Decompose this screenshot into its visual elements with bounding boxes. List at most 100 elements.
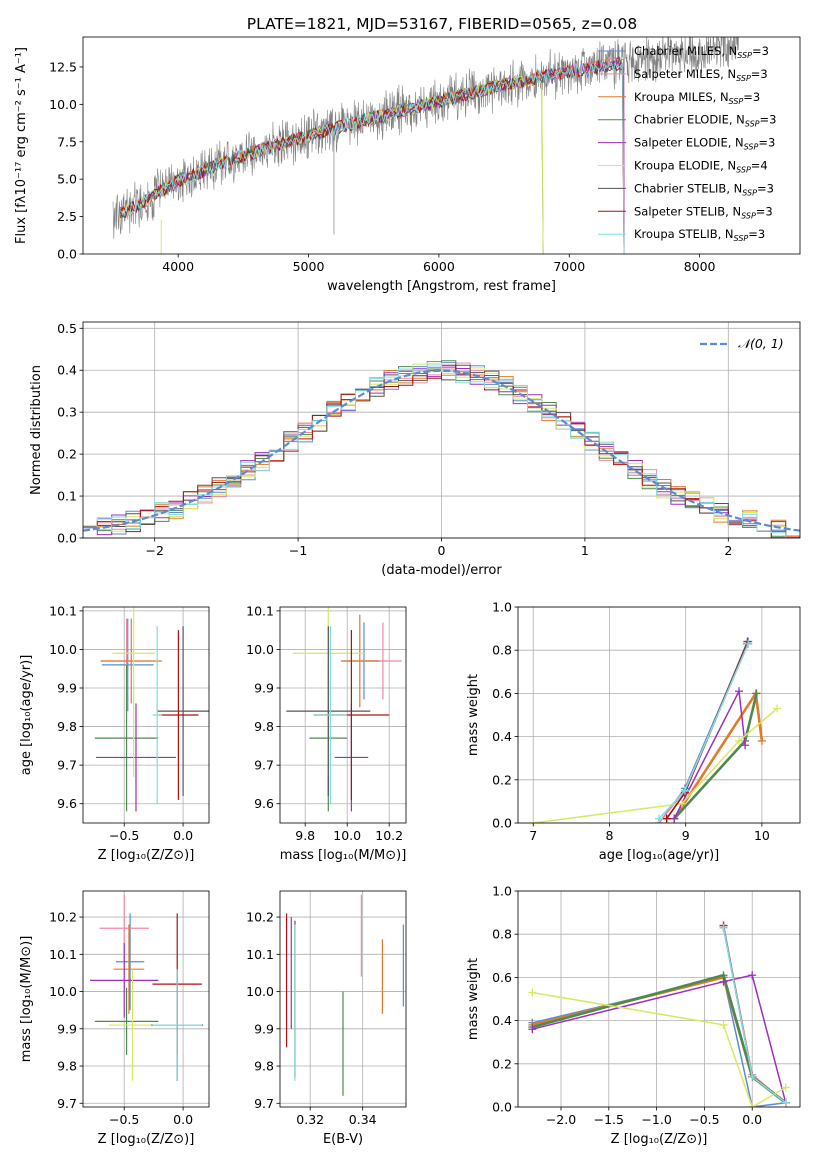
x-tick-label: 0.32: [296, 1112, 324, 1127]
axes-age_vs_Z: −0.5 0.0 9.6 9.7 9.8 9.9 10.0 10.1 Z [log₁₀(Z/Z⊙…: [19, 603, 210, 863]
legend-entry: 𝒩(0, 1): [738, 336, 784, 351]
mass-weight-marker: [752, 689, 761, 698]
y-axis-label: Normed distribution: [29, 365, 44, 495]
mass-weight-marker: [655, 814, 663, 823]
mass-weight-marker: [773, 704, 782, 713]
y-axis-label: Flux [fλ10⁻¹⁷ erg cm⁻² s⁻¹ A⁻¹]: [14, 47, 29, 244]
x-tick-label: 0: [438, 543, 446, 558]
axes-frame: [82, 890, 210, 1108]
y-tick-label: 9.8: [254, 1059, 274, 1074]
x-tick-label: 4000: [162, 259, 194, 274]
x-tick-label: 0.0: [742, 1112, 762, 1127]
axes-age_vs_mass: 9.8 10.0 10.2 9.6 9.7 9.8 9.9 10.0 10.1 mass [log…: [246, 603, 407, 863]
mass-weight-marker: [719, 977, 728, 986]
x-tick-label: 9: [682, 828, 690, 843]
x-tick-label: 0.0: [173, 828, 193, 843]
y-tick-label: 10.0: [49, 97, 77, 112]
legend-entry: Chabrier STELIB, NSSP=3: [634, 181, 774, 197]
histogram-step: [83, 364, 800, 538]
x-tick-label: 10: [754, 828, 770, 843]
y-tick-label: 10.0: [49, 984, 77, 999]
model-fit-line: [120, 59, 625, 254]
axes-mass_vs_ebv: 0.32 0.34 9.7 9.8 9.9 10.0 10.1 10.2 E(B-V): [246, 890, 407, 1147]
x-tick-label: 2: [724, 543, 732, 558]
y-tick-label: 9.8: [254, 719, 274, 734]
y-tick-label: 0.4: [492, 1013, 512, 1028]
y-tick-label: 0.2: [57, 447, 77, 462]
y-tick-label: 9.7: [254, 758, 274, 773]
y-tick-label: 9.6: [57, 796, 77, 811]
plot-area: [529, 637, 782, 823]
x-axis-label: Z [log₁₀(Z/Z⊙)]: [98, 1132, 195, 1147]
mass-weight-marker: [781, 1083, 790, 1092]
axes-mass_weight_vs_Z: −2.0 −1.5 −1.0 −0.5 0.0 0.0 0.2 0.4 0.6 0.8 1.0 Z […: [466, 884, 801, 1147]
y-tick-label: 10.2: [246, 910, 274, 925]
y-tick-label: 0.1: [57, 489, 77, 504]
x-tick-label: −1: [289, 543, 307, 558]
axes-frame: [279, 606, 407, 824]
mass-weight-marker: [744, 639, 753, 648]
y-axis-label: mass weight: [466, 674, 481, 756]
legend-entry: Salpeter MILES, NSSP=3: [634, 67, 768, 83]
x-tick-label: 7: [529, 828, 537, 843]
x-axis-label: E(B-V): [323, 1132, 363, 1147]
x-tick-label: 6000: [423, 259, 455, 274]
axes-frame: [82, 606, 210, 824]
x-tick-label: 10.2: [375, 828, 403, 843]
mass-weight-marker: [670, 814, 679, 823]
y-tick-label: 9.7: [57, 1096, 77, 1111]
y-tick-label: 0.2: [492, 772, 512, 787]
y-tick-label: 0.0: [492, 1100, 512, 1115]
y-tick-label: 10.1: [49, 947, 77, 962]
histogram-step: [83, 364, 800, 538]
x-tick-label: 0.34: [349, 1112, 377, 1127]
axes-frame: [279, 890, 407, 1108]
mass-weight-line: [533, 707, 778, 823]
y-tick-label: 0.2: [492, 1056, 512, 1071]
x-tick-label: −0.5: [689, 1112, 719, 1127]
x-tick-label: 7000: [553, 259, 585, 274]
mass-weight-marker: [677, 799, 686, 808]
plot-area: [285, 894, 404, 1096]
y-tick-label: 9.8: [57, 1059, 77, 1074]
y-tick-label: 0.0: [492, 816, 512, 831]
legend-entry: Chabrier MILES, NSSP=3: [634, 44, 769, 60]
model-fit-line: [120, 60, 625, 254]
mass-weight-marker: [748, 1072, 757, 1081]
y-tick-label: 12.5: [49, 59, 77, 74]
x-tick-label: 1: [581, 543, 589, 558]
normal-curve: [83, 369, 800, 532]
legend-entry: Salpeter STELIB, NSSP=3: [634, 204, 773, 220]
x-tick-label: −0.5: [109, 828, 139, 843]
y-tick-label: 0.4: [492, 729, 512, 744]
mass-weight-marker: [781, 1098, 790, 1107]
ticks: 9.8 10.0 10.2 9.6 9.7 9.8 9.9 10.0 10.1: [246, 603, 406, 843]
x-axis-label: mass [log₁₀(M/M⊙)]: [280, 848, 407, 863]
y-axis-label: mass weight: [466, 958, 481, 1040]
y-tick-label: 10.1: [246, 603, 274, 618]
y-tick-label: 9.9: [57, 681, 77, 696]
mass-weight-marker: [662, 814, 671, 823]
legend-entry: Kroupa STELIB, NSSP=3: [634, 227, 765, 243]
mass-weight-marker: [735, 687, 744, 696]
mass-weight-marker: [719, 923, 728, 932]
mass-weight-marker: [528, 1025, 537, 1034]
x-axis-label: Z [log₁₀(Z/Z⊙)]: [611, 1132, 708, 1147]
legend-entry: Chabrier ELODIE, NSSP=3: [634, 113, 776, 129]
axes-frame: [82, 36, 801, 255]
y-tick-label: 0.3: [57, 405, 77, 420]
mass-weight-line: [532, 974, 787, 1103]
legend-entry: Kroupa ELODIE, NSSP=4: [634, 159, 768, 175]
x-tick-label: −1.5: [594, 1112, 624, 1127]
x-axis-label: (data-model)/error: [381, 563, 502, 578]
legend-entry: Kroupa MILES, NSSP=3: [634, 90, 760, 106]
y-axis-label: mass [log₁₀(M/M⊙)]: [19, 936, 34, 1063]
y-tick-label: 5.0: [57, 172, 77, 187]
figure-title: PLATE=1821, MJD=53167, FIBERID=0565, z=0…: [247, 15, 637, 33]
y-tick-label: 0.6: [492, 686, 512, 701]
y-tick-label: 9.9: [254, 1021, 274, 1036]
x-axis-label: wavelength [Angstrom, rest frame]: [327, 279, 556, 294]
y-tick-label: 0.8: [492, 927, 512, 942]
y-tick-label: 0.4: [57, 363, 77, 378]
mass-weight-marker: [748, 971, 757, 980]
